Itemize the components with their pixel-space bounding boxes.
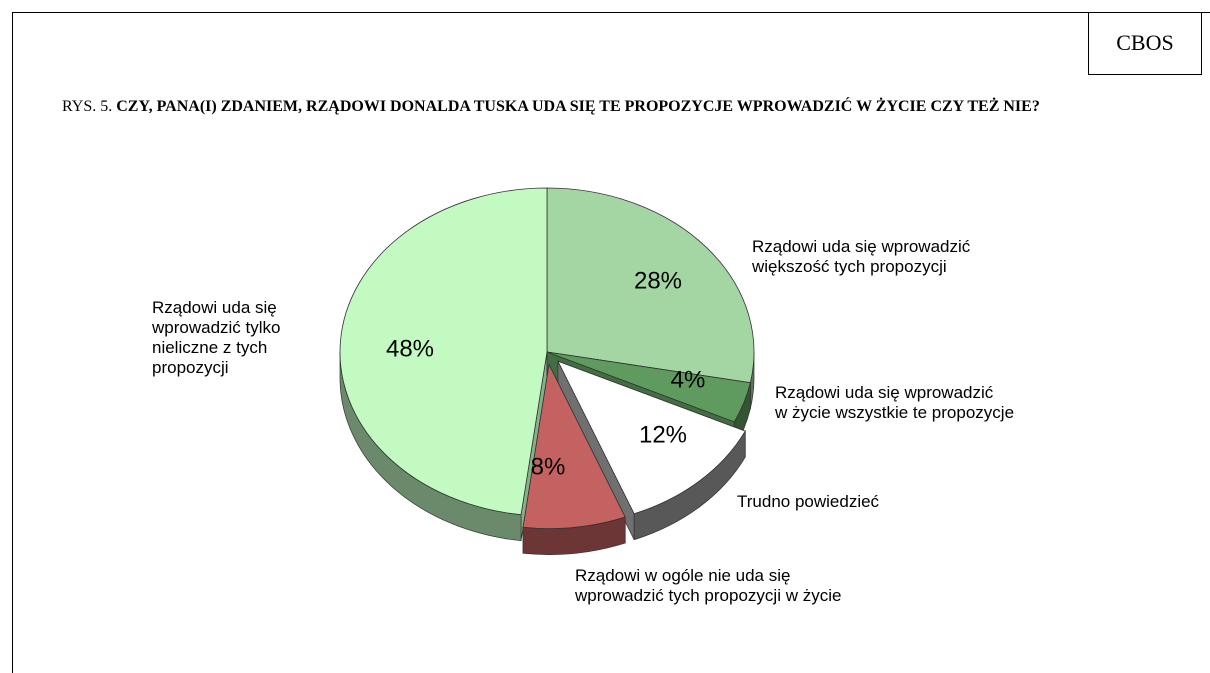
slice — [339, 187, 548, 542]
category-label: Rządowi uda się wprowadzić w życie wszys… — [775, 383, 1015, 422]
category-label: Trudno powiedzieć — [737, 492, 880, 511]
slice — [522, 363, 626, 555]
value-label: 48% — [386, 335, 434, 362]
slice — [557, 360, 746, 541]
slice-top — [546, 351, 751, 423]
category-label: Rządowi uda się wprowadzić tylko nielicz… — [152, 298, 281, 377]
category-label: Rządowi w ogóle nie uda się wprowadzić t… — [575, 566, 842, 605]
value-label: 12% — [639, 421, 687, 448]
page: CBOS RYS. 5. CZY, PANA(I) ZDANIEM, RZĄDO… — [12, 12, 1210, 673]
badge: CBOS — [1088, 12, 1202, 75]
slice-top — [522, 363, 626, 529]
frame — [12, 12, 1210, 673]
chart-title: RYS. 5. CZY, PANA(I) ZDANIEM, RZĄDOWI DO… — [62, 94, 1147, 120]
title-text: CZY, PANA(I) ZDANIEM, RZĄDOWI DONALDA TU… — [116, 98, 1040, 115]
value-label: 8% — [531, 453, 566, 480]
value-label: 28% — [634, 267, 682, 294]
slice-top — [546, 187, 755, 384]
chart: 28% 4% 12% 8% 48% — [339, 187, 755, 555]
category-label: Rządowi uda się wprowadzić większość tyc… — [752, 237, 971, 276]
slice-top — [557, 360, 746, 515]
title-prefix: RYS. 5. — [62, 98, 113, 115]
slice-top — [339, 187, 548, 516]
value-label: 4% — [671, 366, 706, 393]
